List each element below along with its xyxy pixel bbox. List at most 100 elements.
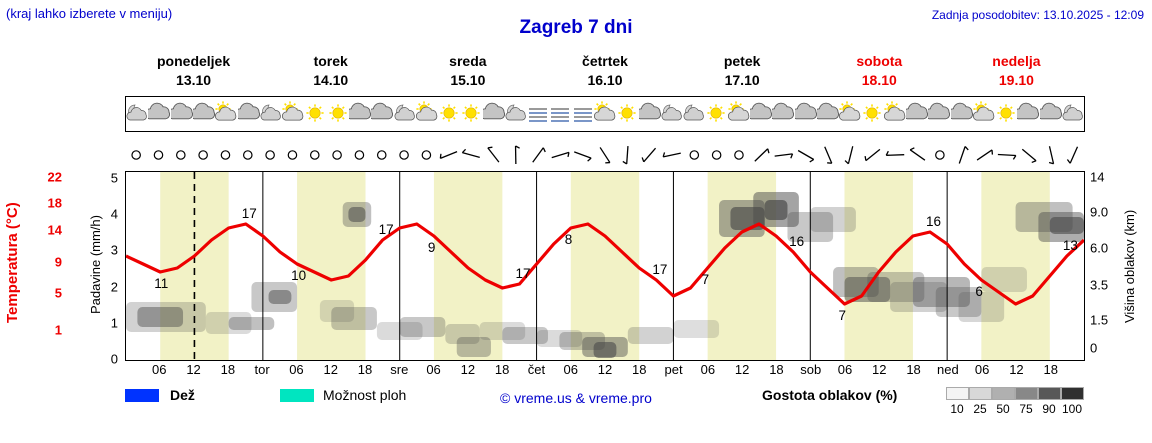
x-tick-label: 06 — [563, 362, 578, 377]
x-tick-label: 06 — [152, 362, 167, 377]
weather-icon — [237, 97, 260, 131]
weather-icon — [438, 97, 460, 131]
precip-tick: 0 — [110, 351, 118, 367]
cloud-tick: 1.5 — [1090, 312, 1109, 328]
weather-icon — [482, 97, 505, 131]
weather-icon — [794, 97, 817, 131]
svg-text:7: 7 — [702, 272, 710, 287]
cloud-tick: 9.0 — [1090, 204, 1109, 220]
day-header: sreda 15.10 — [399, 52, 536, 94]
day-date: 15.10 — [450, 72, 486, 88]
weather-icon — [727, 97, 750, 131]
weather-icon — [327, 97, 349, 131]
weather-icon — [928, 97, 951, 131]
location-note: (kraj lahko izberete v meniju) — [6, 6, 173, 21]
svg-text:8: 8 — [565, 232, 573, 247]
svg-text:16: 16 — [926, 214, 941, 229]
day-header: ponedeljek 13.10 — [125, 52, 262, 94]
weather-icon — [549, 97, 571, 131]
x-tick-label: 12 — [323, 362, 338, 377]
svg-text:17: 17 — [515, 266, 530, 281]
weather-icon — [1017, 97, 1040, 131]
day-name: nedelja — [992, 53, 1041, 69]
precip-tick: 4 — [110, 206, 118, 222]
weather-icon — [750, 97, 772, 131]
svg-text:17: 17 — [242, 206, 257, 221]
day-header: sobota 18.10 — [811, 52, 948, 94]
weather-icon — [371, 97, 394, 131]
temperature-tick: 5 — [54, 285, 62, 301]
weather-icon — [170, 97, 193, 131]
weather-icon — [705, 97, 727, 131]
shower-label: Možnost ploh — [323, 387, 407, 403]
day-date: 16.10 — [587, 72, 623, 88]
weather-icon — [661, 97, 683, 131]
x-tick-label: 18 — [769, 362, 784, 377]
cloud-tick: 3.5 — [1090, 277, 1109, 293]
weather-icon — [905, 97, 928, 131]
x-tick-label: 18 — [632, 362, 647, 377]
x-tick-label: 18 — [1043, 362, 1058, 377]
svg-text:16: 16 — [789, 234, 804, 249]
weather-icon — [527, 97, 549, 131]
day-name: sreda — [449, 53, 487, 69]
x-tick-label: sre — [390, 362, 409, 377]
weather-icon-band — [125, 96, 1085, 132]
density-swatch — [1015, 387, 1038, 400]
weather-icon — [192, 97, 215, 131]
svg-text:17: 17 — [379, 222, 394, 237]
density-swatch — [992, 387, 1015, 400]
weather-icon — [995, 97, 1017, 131]
weather-icon — [304, 97, 326, 131]
legend: Dež Možnost ploh Gostota oblakov (%) 10 2… — [0, 384, 1152, 424]
density-scale-number: 90 — [1042, 402, 1056, 416]
x-tick-label: 12 — [734, 362, 750, 377]
x-tick-label: 06 — [289, 362, 304, 377]
cloud-density-label: Gostota oblakov (%) — [762, 387, 898, 403]
density-scale-number: 75 — [1019, 402, 1033, 416]
x-tick-label: 06 — [974, 362, 990, 377]
density-swatch — [1038, 387, 1061, 400]
day-headers: ponedeljek 13.10 torek 14.10 sreda 15.10 četrt… — [125, 52, 1085, 94]
weather-icon — [883, 97, 906, 131]
day-header: nedelja 19.10 — [948, 52, 1085, 94]
weather-icon — [683, 97, 705, 131]
chart-svg: 11 17 10 17 9 17 8 17 7 16 7 16 6 13 — [125, 172, 1086, 360]
weather-icon — [460, 97, 482, 131]
day-date: 17.10 — [724, 72, 760, 88]
day-name: torek — [313, 53, 348, 69]
density-swatch — [1061, 387, 1084, 400]
rain-swatch — [125, 389, 159, 402]
wind-band — [125, 133, 1085, 171]
svg-text:10: 10 — [291, 268, 306, 283]
page-title: Zagreb 7 dni — [519, 17, 633, 38]
x-tick-label: 18 — [494, 362, 510, 377]
temperature-tick: 18 — [47, 195, 62, 211]
x-tick-label: 12 — [872, 362, 887, 377]
weather-icon — [861, 97, 883, 131]
weather-icon — [126, 97, 148, 131]
x-tick-label: ned — [936, 362, 959, 377]
density-swatch — [969, 387, 992, 400]
x-axis: 06 12 18 tor 06 12 18 sre 06 12 18 čet 06 12 18 pet 06 12… — [125, 362, 1085, 380]
day-date: 19.10 — [998, 72, 1034, 88]
density-scale-number: 100 — [1061, 402, 1083, 416]
cloud-axis-title: Višina oblakov (km) — [1122, 209, 1137, 323]
svg-text:13: 13 — [1063, 238, 1078, 253]
x-tick-label: pet — [664, 362, 683, 377]
weather-icon — [282, 97, 304, 131]
x-tick-label: 18 — [220, 362, 236, 377]
svg-text:9: 9 — [428, 240, 436, 255]
credit-link[interactable]: © vreme.us & vreme.pro — [500, 390, 652, 406]
x-tick-label: 12 — [597, 362, 613, 377]
svg-text:17: 17 — [652, 262, 667, 277]
x-tick-label: 12 — [186, 362, 201, 377]
svg-text:6: 6 — [975, 284, 983, 299]
day-name: ponedeljek — [157, 53, 231, 69]
wind-barbs-svg — [131, 145, 1079, 165]
x-tick-label: sob — [800, 362, 822, 377]
day-date: 14.10 — [313, 72, 349, 88]
precip-tick: 5 — [110, 170, 118, 186]
cloud-density-scale — [946, 387, 1086, 401]
day-date: 18.10 — [861, 72, 897, 88]
